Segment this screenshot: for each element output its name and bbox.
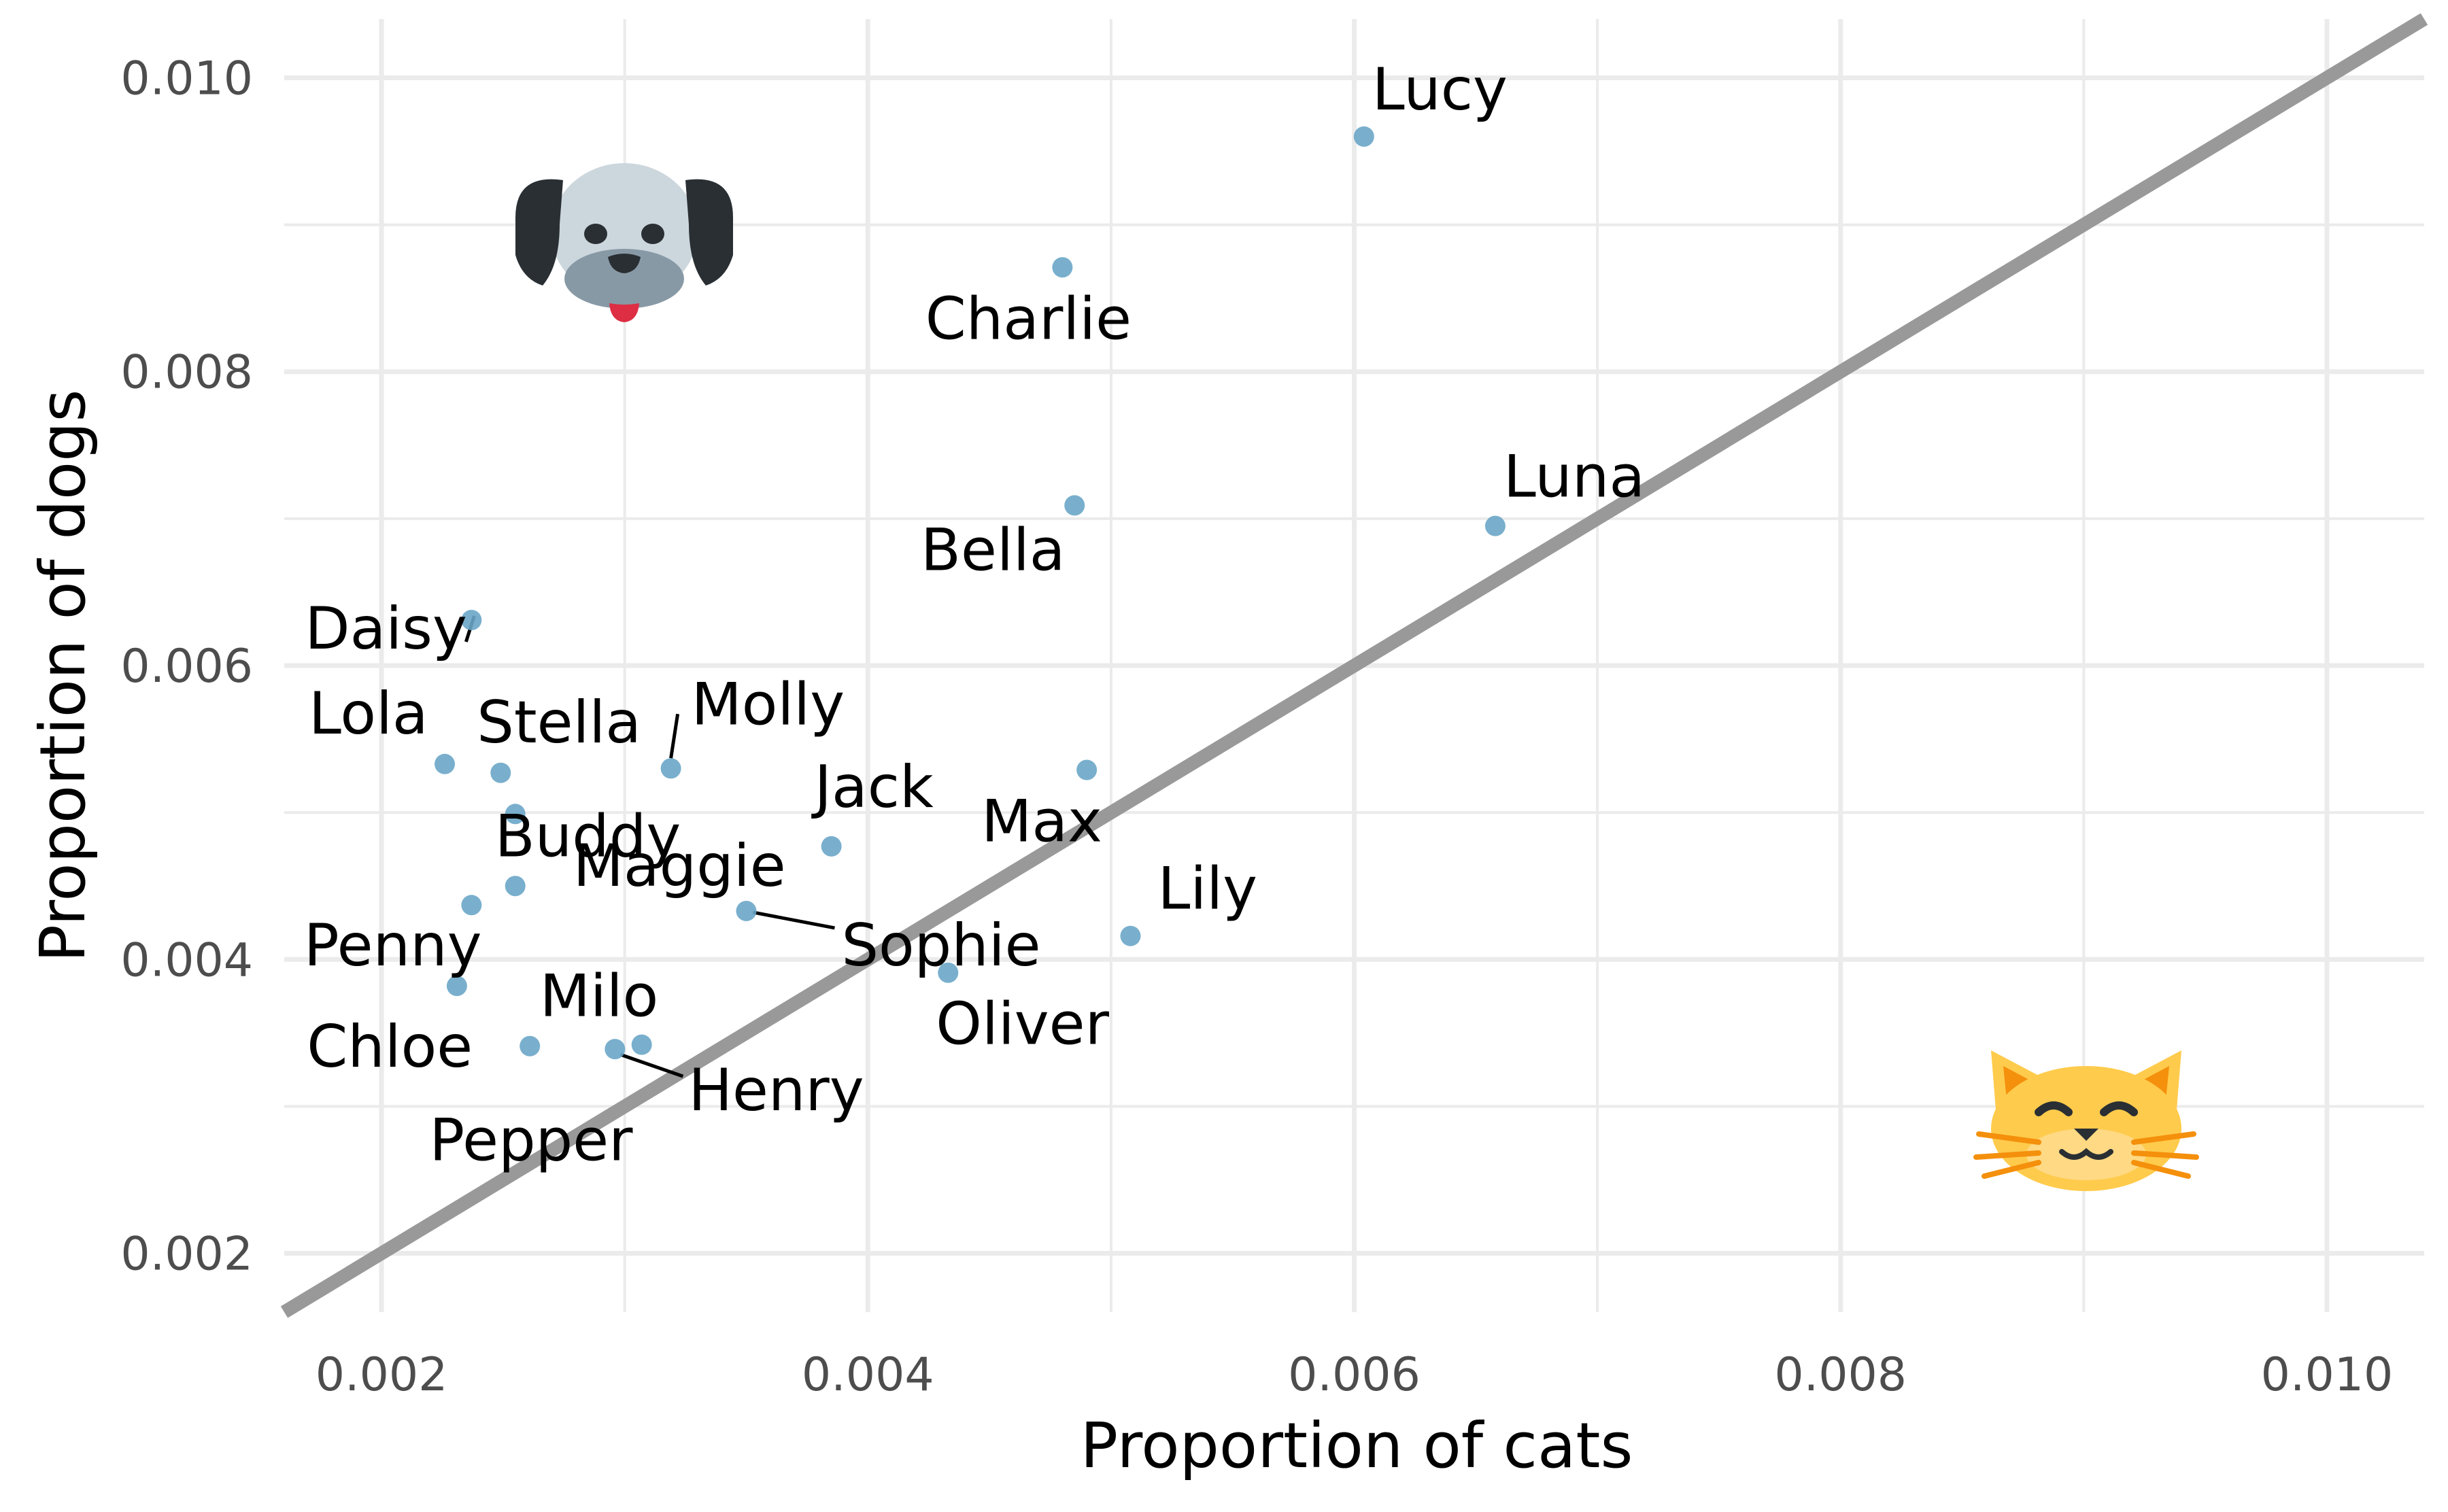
point-max: [1076, 759, 1098, 780]
label-chloe: Chloe: [307, 1013, 473, 1081]
label-luna: Luna: [1503, 443, 1645, 511]
dog-face-icon: [515, 163, 733, 322]
point-luna: [1484, 515, 1506, 536]
label-penny: Penny: [304, 912, 482, 980]
point-lola: [435, 753, 456, 774]
point-milo: [631, 1034, 652, 1055]
point-maggie: [505, 876, 526, 897]
x-axis-title: Proportion of cats: [1081, 1409, 1633, 1482]
cat-face-icon: [1973, 1050, 2199, 1191]
point-labels: Lucy Charlie Bella Luna Daisy Lola Stella Molly…: [304, 56, 1645, 1174]
label-molly: Molly: [692, 670, 845, 738]
label-buddy: Buddy: [495, 802, 681, 870]
reference-line: [280, 13, 2428, 1318]
y-tick-label: 0.008: [120, 346, 253, 400]
point-bella: [1064, 495, 1085, 516]
label-bella: Bella: [921, 516, 1065, 584]
x-tick-label: 0.006: [1288, 1348, 1421, 1402]
data-points: [435, 126, 1506, 1060]
reference-line-layer: [280, 13, 2428, 1318]
label-sophie: Sophie: [841, 912, 1040, 980]
label-charlie: Charlie: [925, 285, 1132, 353]
label-max: Max: [981, 787, 1102, 855]
x-tick-label: 0.002: [316, 1348, 448, 1402]
point-daisy: [461, 609, 482, 630]
point-penny: [446, 976, 467, 997]
y-tick-label: 0.004: [120, 933, 253, 987]
label-stella: Stella: [477, 689, 641, 757]
label-pepper: Pepper: [429, 1106, 633, 1174]
x-tick-label: 0.008: [1774, 1348, 1907, 1402]
y-axis-title: Proportion of dogs: [27, 390, 99, 963]
label-lola: Lola: [309, 680, 428, 748]
point-molly: [660, 758, 681, 779]
point-chloe: [520, 1035, 541, 1056]
y-tick-label: 0.002: [120, 1228, 253, 1282]
label-oliver: Oliver: [936, 991, 1109, 1059]
point-lucy: [1353, 126, 1374, 147]
label-henry: Henry: [688, 1056, 864, 1124]
label-lucy: Lucy: [1372, 56, 1508, 124]
x-tick-label: 0.004: [802, 1348, 934, 1402]
leader-line-molly: [669, 713, 680, 759]
point-pepper: [461, 895, 482, 916]
leader-lines: [464, 615, 835, 1078]
label-maggie: Maggie: [573, 832, 786, 900]
point-jack: [821, 836, 842, 857]
label-daisy: Daisy: [305, 595, 467, 663]
point-henry: [605, 1039, 626, 1060]
y-tick-label: 0.006: [120, 640, 253, 693]
point-lily: [1120, 925, 1141, 946]
x-tick-label: 0.010: [2261, 1348, 2394, 1402]
point-sophie: [736, 900, 757, 921]
label-lily: Lily: [1157, 855, 1257, 923]
point-stella: [490, 762, 511, 783]
point-buddy: [505, 804, 526, 825]
point-charlie: [1052, 257, 1073, 278]
tick-labels: 0.002 0.004 0.006 0.008 0.010 0.002 0.004 0.006…: [120, 52, 2393, 1402]
leader-line-henry: [619, 1052, 684, 1078]
label-milo: Milo: [540, 963, 659, 1031]
y-tick-label: 0.010: [120, 52, 253, 105]
leader-line-sophie: [752, 910, 835, 930]
label-jack: Jack: [811, 753, 934, 821]
point-oliver: [938, 962, 959, 983]
